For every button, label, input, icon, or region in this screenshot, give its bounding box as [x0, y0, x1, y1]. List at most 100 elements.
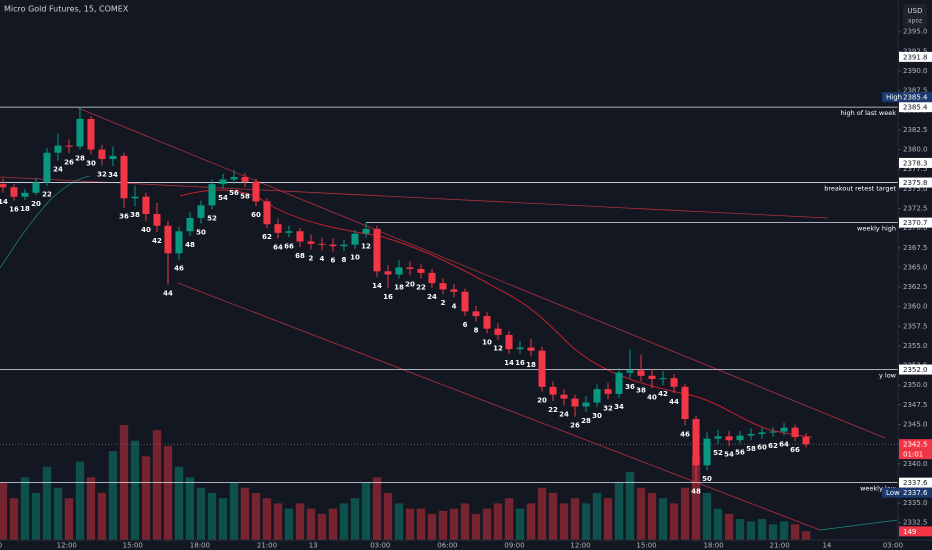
count-label: 50	[702, 475, 712, 483]
volume-bar	[680, 487, 690, 540]
candle-body	[131, 196, 139, 199]
count-label: 28	[581, 417, 591, 425]
candle-body	[725, 436, 733, 441]
count-label: 22	[548, 406, 558, 414]
x-tick-label: 18:00	[704, 542, 724, 550]
y-tick-label: 2345.0	[903, 421, 928, 429]
currency-button[interactable]	[903, 4, 927, 28]
y-tick-label: 2372.5	[903, 204, 928, 212]
count-label: 62	[768, 442, 778, 450]
count-label: 48	[691, 488, 701, 496]
countdown-box	[899, 449, 932, 460]
volume-bar	[526, 503, 536, 540]
x-tick-label: 12:00	[57, 542, 77, 550]
volume-bar	[515, 508, 525, 540]
volume-bar	[482, 508, 492, 540]
x-tick-label: 09:00	[504, 542, 524, 550]
count-label: 12	[493, 345, 503, 353]
candle-body	[373, 228, 381, 272]
count-label: 38	[130, 211, 140, 219]
candle-body	[76, 118, 84, 147]
candle-body	[758, 432, 766, 434]
x-tick-label: 03:00	[370, 542, 390, 550]
candle-body	[351, 233, 359, 245]
price-box	[899, 102, 932, 113]
volume-bar	[647, 492, 657, 540]
channel-lower	[177, 282, 821, 531]
price-box-label: 2378.3	[903, 159, 928, 167]
volume-bar	[141, 456, 151, 540]
candle-body	[98, 149, 106, 159]
count-label: 26	[570, 422, 580, 430]
volume-bar	[152, 430, 162, 540]
candle-body	[527, 347, 535, 351]
count-label: 60	[251, 211, 261, 219]
count-label: 34	[614, 403, 624, 411]
y-tick-label: 2357.5	[903, 322, 928, 330]
count-label: 6	[463, 321, 468, 329]
volume-bar	[240, 487, 250, 540]
candle-body	[362, 228, 370, 234]
count-label: 4	[320, 255, 325, 263]
volume-bar	[493, 503, 503, 540]
count-label: 36	[119, 213, 129, 221]
count-label: 44	[669, 398, 679, 406]
volume-bar	[405, 508, 415, 540]
count-label: 8	[474, 327, 479, 335]
volume-bar	[625, 472, 635, 540]
volume-bar	[592, 492, 602, 540]
candle-body	[505, 334, 513, 350]
candle-body	[21, 192, 29, 197]
candle-body	[571, 398, 579, 407]
volume-bar	[339, 503, 349, 540]
candle-body	[417, 268, 425, 273]
tag-box	[882, 487, 932, 498]
volume-bar	[31, 492, 41, 540]
moving-average	[179, 189, 813, 438]
price-box-label: 2375.8	[903, 179, 928, 187]
y-tick-label: 2362.5	[903, 283, 928, 291]
tag-value: 2337.6	[903, 489, 928, 497]
candle-body	[384, 271, 392, 275]
candle-body	[87, 118, 95, 150]
price-box	[899, 51, 932, 62]
y-tick-label: 2377.5	[903, 165, 928, 173]
price-box	[899, 177, 932, 188]
count-label: 36	[625, 383, 635, 391]
volume-bar	[779, 521, 789, 540]
candle-body	[54, 145, 62, 153]
count-label: 20	[31, 200, 41, 208]
volume-bar	[669, 503, 679, 540]
volume-bar	[251, 492, 261, 540]
volume-bar	[537, 487, 547, 540]
volume-bar	[801, 531, 811, 540]
y-tick-label: 2395.0	[903, 28, 928, 36]
candle-body	[142, 196, 150, 214]
count-label: 42	[658, 390, 668, 398]
price-box	[899, 364, 932, 375]
count-label: 64	[273, 243, 283, 251]
moving-average-slow	[0, 175, 91, 269]
candle-body	[186, 217, 194, 232]
count-label: 16	[9, 206, 19, 214]
volume-bar	[273, 503, 283, 540]
count-label: 12	[361, 243, 371, 251]
volume-bar	[130, 440, 140, 540]
price-box	[899, 217, 932, 228]
y-tick-label: 2350.0	[903, 381, 928, 389]
level-label: y low	[879, 372, 897, 380]
candle-body	[681, 386, 689, 420]
count-label: 2	[441, 299, 446, 307]
ma-line-right	[819, 519, 898, 531]
volume-bar	[548, 492, 558, 540]
candle-body	[703, 438, 711, 466]
count-label: 4	[452, 302, 457, 310]
count-label: 22	[416, 283, 426, 291]
count-label: 10	[350, 254, 360, 262]
count-label: 16	[515, 359, 525, 367]
volume-bar	[757, 519, 767, 540]
x-tick-label: 00:00	[0, 542, 2, 550]
volume-bar	[636, 487, 646, 540]
candle-body	[714, 436, 722, 439]
price-box	[899, 477, 932, 488]
